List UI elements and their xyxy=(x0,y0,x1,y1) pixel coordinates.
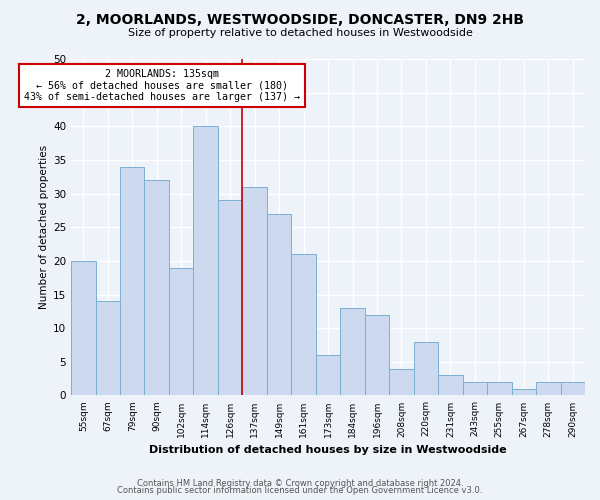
Bar xyxy=(340,308,365,396)
Bar xyxy=(120,166,145,396)
X-axis label: Distribution of detached houses by size in Westwoodside: Distribution of detached houses by size … xyxy=(149,445,507,455)
Bar xyxy=(512,388,536,396)
Bar xyxy=(316,355,340,396)
Bar xyxy=(242,187,267,396)
Bar xyxy=(193,126,218,396)
Bar xyxy=(536,382,560,396)
Bar xyxy=(413,342,438,396)
Bar xyxy=(292,254,316,396)
Bar xyxy=(438,375,463,396)
Y-axis label: Number of detached properties: Number of detached properties xyxy=(39,145,49,310)
Bar xyxy=(463,382,487,396)
Bar xyxy=(267,214,292,396)
Bar xyxy=(389,368,413,396)
Bar xyxy=(71,261,95,396)
Text: 2, MOORLANDS, WESTWOODSIDE, DONCASTER, DN9 2HB: 2, MOORLANDS, WESTWOODSIDE, DONCASTER, D… xyxy=(76,12,524,26)
Bar xyxy=(95,301,120,396)
Bar xyxy=(218,200,242,396)
Text: 2 MOORLANDS: 135sqm
← 56% of detached houses are smaller (180)
43% of semi-detac: 2 MOORLANDS: 135sqm ← 56% of detached ho… xyxy=(23,69,299,102)
Bar xyxy=(169,268,193,396)
Bar xyxy=(487,382,512,396)
Bar xyxy=(145,180,169,396)
Bar xyxy=(365,314,389,396)
Text: Size of property relative to detached houses in Westwoodside: Size of property relative to detached ho… xyxy=(128,28,472,38)
Text: Contains HM Land Registry data © Crown copyright and database right 2024.: Contains HM Land Registry data © Crown c… xyxy=(137,478,463,488)
Text: Contains public sector information licensed under the Open Government Licence v3: Contains public sector information licen… xyxy=(118,486,482,495)
Bar xyxy=(560,382,585,396)
